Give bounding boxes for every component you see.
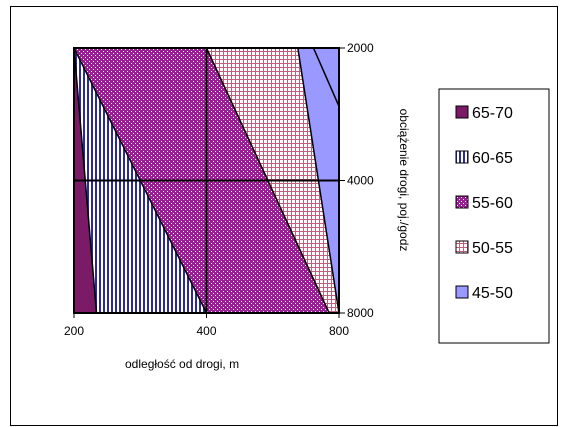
legend-swatch-65-70 [455, 105, 469, 119]
legend: 65-70 60-65 55-60 50-55 45-50 [438, 88, 550, 344]
y-axis-title: obciążenie drogi, poj./godz [397, 109, 411, 252]
legend-label-60-65: 60-65 [472, 150, 513, 167]
x-axis-title: odległość od drogi, m [125, 357, 239, 371]
plot-area [73, 47, 340, 314]
x-tick-label: 400 [196, 324, 216, 338]
band-boundary-45-50 [312, 48, 339, 107]
y-tick-label: 4000 [347, 174, 374, 188]
chart-frame: 200 400 800 2000 4000 8000 odległość od drogi… [10, 6, 558, 426]
x-tick-label: 200 [64, 324, 84, 338]
legend-label-50-55: 50-55 [472, 240, 513, 257]
legend-label-65-70: 65-70 [472, 105, 513, 122]
legend-swatch-50-55 [455, 240, 469, 254]
legend-swatch-45-50 [455, 285, 469, 299]
legend-swatch-60-65 [455, 150, 469, 164]
chart-canvas: 200 400 800 2000 4000 8000 odległość od drogi… [64, 41, 550, 371]
legend-swatch-55-60 [455, 195, 469, 209]
y-tick-label: 8000 [347, 306, 374, 320]
legend-label-45-50: 45-50 [472, 285, 513, 302]
legend-box [438, 88, 550, 344]
x-tick-label: 800 [329, 324, 349, 338]
y-tick-label: 2000 [347, 41, 374, 55]
axis-ticks: 200 400 800 2000 4000 8000 [64, 41, 374, 338]
legend-label-55-60: 55-60 [472, 195, 513, 212]
